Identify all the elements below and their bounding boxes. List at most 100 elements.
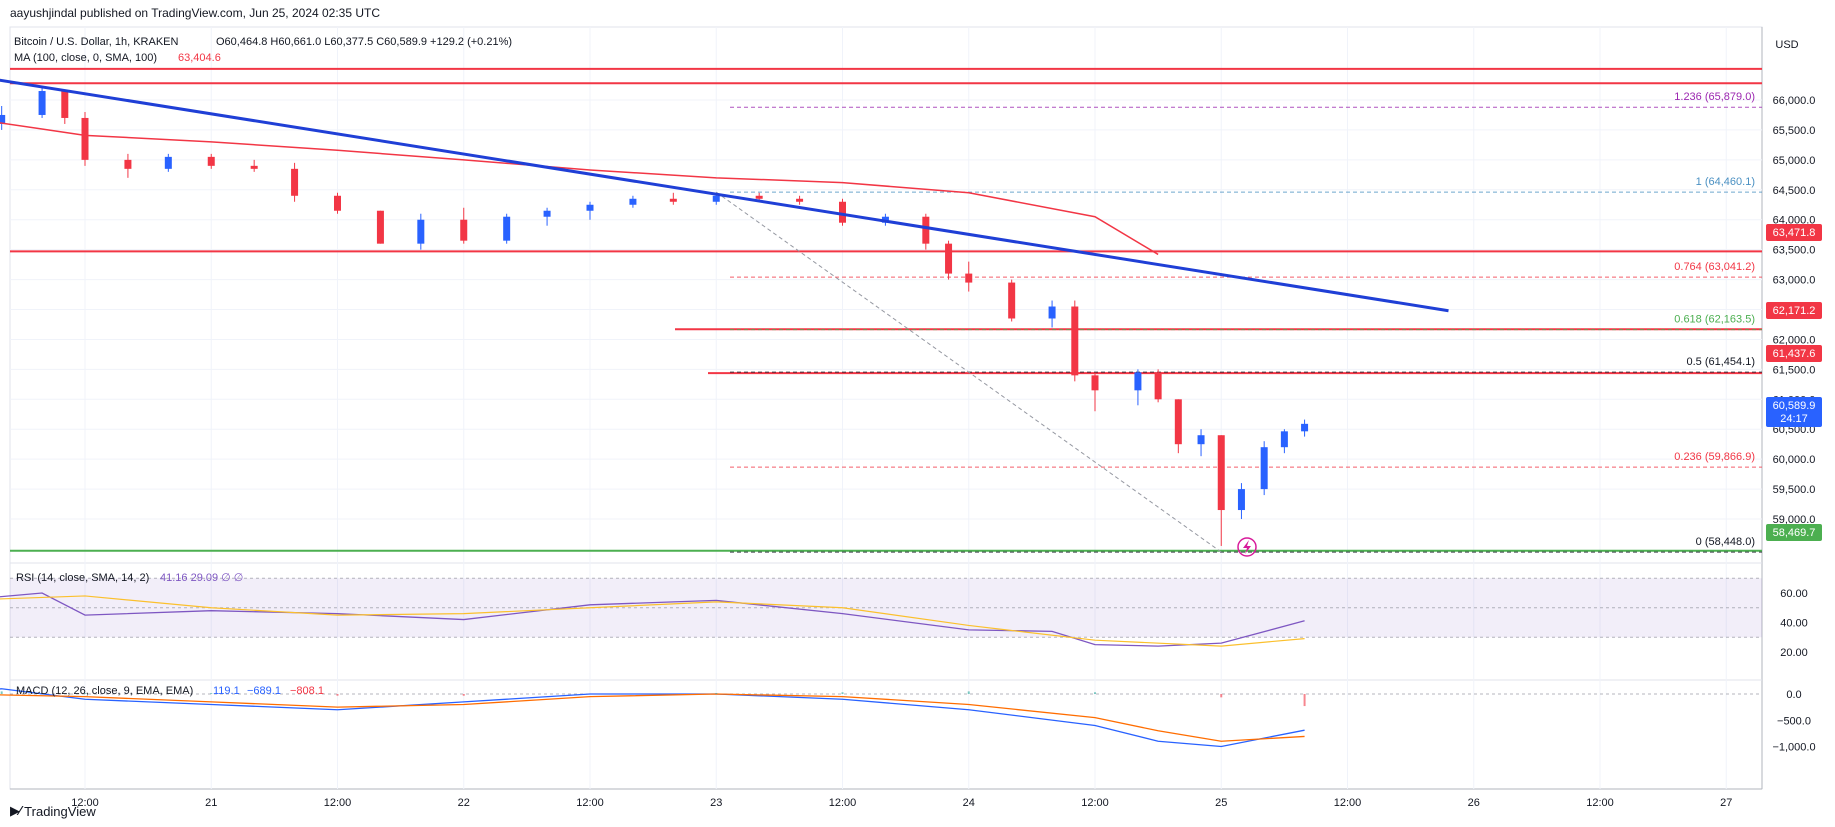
candle-2 [38, 88, 46, 118]
candle-13 [460, 207, 468, 244]
candle-body [1237, 489, 1245, 511]
legend-macd: MACD (12, 26, close, 9, EMA, EMA) [16, 685, 193, 697]
fib-label-2: 0.764 (63,041.2) [1674, 261, 1755, 273]
candle-body [81, 117, 89, 160]
time-tick-1: 21 [205, 797, 217, 809]
time-tick-11: 26 [1468, 797, 1480, 809]
svg-text:58,469.7: 58,469.7 [1773, 527, 1816, 539]
candle-body [250, 165, 258, 169]
trend-line [0, 78, 1449, 313]
candle-8 [250, 159, 258, 172]
current-price-tag: 60,589.9 24:17 [1766, 397, 1822, 427]
price-tick-6: 63,000.0 [1773, 275, 1816, 287]
time-tick-9: 25 [1215, 797, 1227, 809]
price-tick-13: 59,500.0 [1773, 484, 1816, 496]
rsi-tick-2: 20.00 [1780, 647, 1808, 659]
time-tick-7: 24 [963, 797, 975, 809]
candle-body [945, 243, 953, 274]
currency-label[interactable]: USD [1775, 39, 1798, 51]
candle-28 [1048, 300, 1056, 328]
price-tick-1: 65,500.0 [1773, 125, 1816, 137]
candle-27 [1008, 279, 1016, 322]
candle-17 [629, 195, 637, 208]
candle-18 [669, 192, 677, 205]
legend-macd-v1: 119.1 [213, 685, 240, 697]
resistance-1-tag: 63,471.8 [1766, 224, 1822, 241]
ma100-line [0, 122, 1159, 256]
price-tick-4: 64,000.0 [1773, 215, 1816, 227]
time-axis-ticks[interactable]: 12:00 21 12:00 22 12:00 23 12:00 24 12:00 25 12:00… [71, 797, 1732, 809]
fib-diagonal [715, 191, 1222, 553]
price-tick-0: 66,000.0 [1773, 95, 1816, 107]
legend-ohlc: O60,464.8 H60,661.0 L60,377.5 C60,589.9 … [216, 36, 512, 48]
candle-body [417, 219, 425, 244]
candle-12 [417, 213, 425, 250]
price-tick-14: 59,000.0 [1773, 514, 1816, 526]
flash-icon[interactable] [1237, 537, 1257, 557]
candle-body [1154, 372, 1162, 400]
svg-text:61,437.6: 61,437.6 [1773, 348, 1816, 360]
candle-3 [61, 91, 69, 124]
time-tick-3: 22 [458, 797, 470, 809]
resistance-2-tag: 62,171.2 [1766, 302, 1822, 319]
candle-body [1280, 431, 1288, 448]
candle-4 [81, 111, 89, 166]
candle-body [796, 198, 804, 202]
rsi-ma-line [0, 595, 1305, 647]
fib-label-5: 0.236 (59,866.9) [1674, 451, 1755, 463]
candle-body [61, 91, 69, 118]
grid-lines [10, 27, 1762, 789]
candle-body [1217, 435, 1225, 511]
macd-axis-ticks: 0.0 −500.0 −1,000.0 [1772, 689, 1815, 754]
candle-body [291, 168, 299, 196]
fib-label-1: 1 (64,460.1) [1696, 176, 1755, 188]
legend-rsi-values: 41.16 29.09 ∅ ∅ [160, 572, 243, 584]
candle-body [207, 156, 215, 166]
candle-34 [1197, 429, 1205, 457]
candle-22 [839, 198, 846, 226]
macd-tick-1: −500.0 [1777, 715, 1811, 727]
price-tick-5: 63,500.0 [1773, 245, 1816, 257]
candle-body [1197, 435, 1205, 445]
candle-10 [334, 192, 341, 214]
candle-9 [291, 162, 299, 202]
candle-body [38, 91, 46, 115]
time-tick-4: 12:00 [576, 797, 604, 809]
candle-body [0, 114, 6, 124]
candle-33 [1174, 399, 1182, 454]
candle-39 [1301, 419, 1309, 437]
fib-label-6: 0 (58,448.0) [1696, 536, 1755, 548]
chart-frame [9, 26, 1763, 790]
candle-body [376, 210, 384, 244]
fib-label-0: 1.236 (65,879.0) [1674, 91, 1755, 103]
candle-36 [1237, 483, 1245, 520]
time-tick-12: 12:00 [1586, 797, 1614, 809]
fibonacci-levels: 1.236 (65,879.0) 1 (64,460.1) 0.764 (63,04… [715, 91, 1762, 553]
candle-body [586, 204, 594, 211]
support-tag: 58,469.7 [1766, 524, 1822, 541]
price-tick-2: 65,000.0 [1773, 155, 1816, 167]
candle-body [334, 195, 341, 211]
candle-body [1301, 423, 1309, 432]
time-tick-13: 27 [1720, 797, 1732, 809]
legend-rsi: RSI (14, close, SMA, 14, 2) [16, 572, 149, 584]
rsi-tick-1: 40.00 [1780, 618, 1808, 630]
price-tick-9: 61,500.0 [1773, 364, 1816, 376]
candle-body [1134, 372, 1142, 391]
candle-body [1048, 306, 1056, 319]
candle-16 [586, 201, 594, 220]
tradingview-logo[interactable]: ▶︎⁄ TradingView [10, 803, 96, 819]
published-header: aayushjindal published on TradingView.co… [10, 6, 381, 20]
candle-body [503, 216, 511, 241]
svg-text:62,171.2: 62,171.2 [1773, 305, 1816, 317]
candle-26 [965, 261, 973, 292]
legend-ma-value: 63,404.6 [178, 52, 221, 64]
svg-text:63,471.8: 63,471.8 [1773, 227, 1816, 239]
candle-body [712, 195, 720, 202]
candle-body [543, 210, 551, 217]
candle-body [1174, 399, 1182, 445]
candle-body [1008, 282, 1016, 319]
candle-25 [945, 240, 953, 280]
candle-37 [1260, 441, 1268, 496]
